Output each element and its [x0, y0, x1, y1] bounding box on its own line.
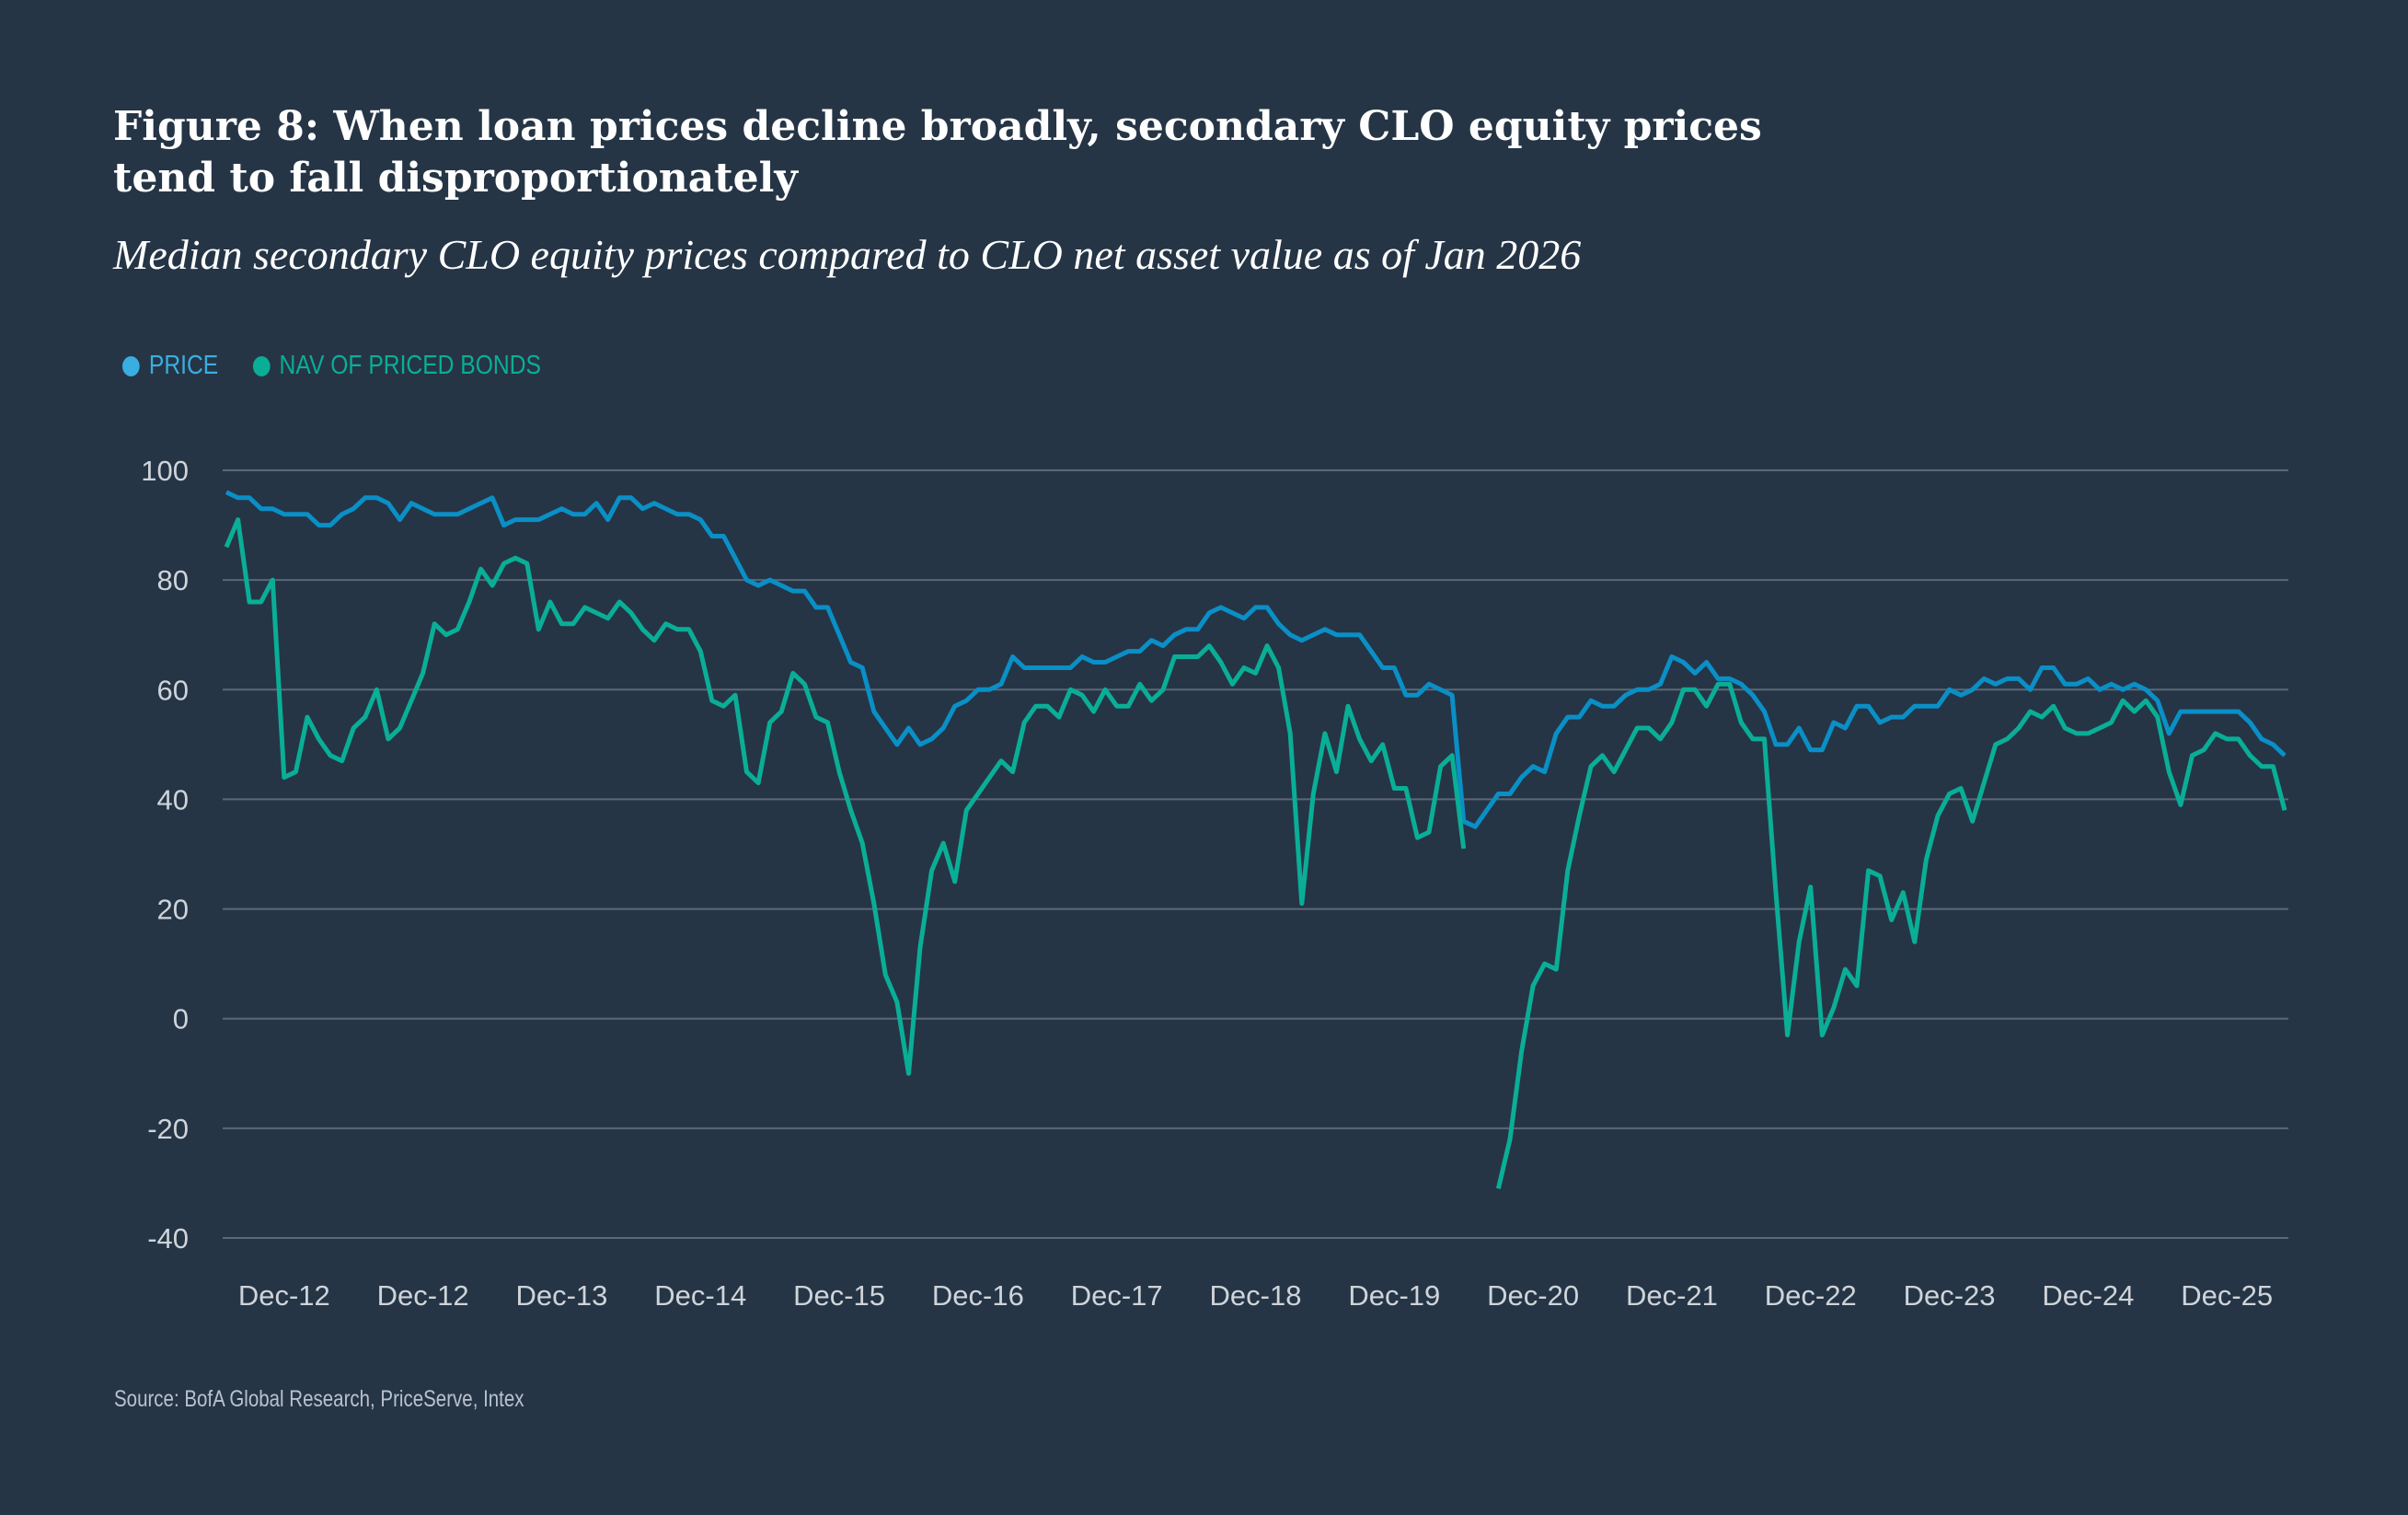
- x-axis-ticks: Dec-12 Dec-12 Dec-13 Dec-14 Dec-15 Dec-16 Dec-…: [238, 1279, 2273, 1312]
- y-axis-ticks: 100 80 60 40 20 0 -20 -40: [141, 455, 189, 1255]
- y-tick-label: 60: [157, 674, 189, 706]
- x-tick-label: Dec-19: [1348, 1279, 1440, 1312]
- x-tick-label: Dec-12: [377, 1279, 469, 1312]
- series-lines: [224, 490, 2287, 1189]
- source-note: Source: BofA Global Research, PriceServe…: [114, 1386, 524, 1412]
- x-tick-label: Dec-13: [515, 1279, 607, 1312]
- x-tick-label: Dec-17: [1071, 1279, 1163, 1312]
- chart-subtitle: Median secondary CLO equity prices compa…: [113, 231, 1582, 278]
- legend-item-nav: NAV OF PRICED BONDS: [252, 351, 541, 381]
- y-tick-label: 0: [173, 1003, 189, 1035]
- x-tick-label: Dec-18: [1210, 1279, 1302, 1312]
- legend-label-nav: NAV OF PRICED BONDS: [279, 351, 541, 380]
- x-tick-label: Dec-25: [2181, 1279, 2273, 1312]
- legend: PRICE NAV OF PRICED BONDS: [122, 351, 541, 381]
- x-tick-label: Dec-21: [1626, 1279, 1718, 1312]
- x-tick-label: Dec-22: [1765, 1279, 1857, 1312]
- x-tick-label: Dec-23: [1904, 1279, 1996, 1312]
- y-tick-label: -40: [147, 1222, 189, 1255]
- legend-item-price: PRICE: [122, 351, 218, 381]
- y-tick-label: 100: [141, 455, 189, 487]
- x-tick-label: Dec-14: [654, 1279, 746, 1312]
- y-tick-label: -20: [147, 1113, 189, 1145]
- nav-dot-icon: [252, 355, 271, 376]
- x-tick-label: Dec-12: [238, 1279, 330, 1312]
- x-tick-label: Dec-24: [2042, 1279, 2134, 1312]
- x-tick-label: Dec-16: [932, 1279, 1024, 1312]
- chart-title: Figure 8: When loan prices decline broad…: [113, 103, 1762, 202]
- x-tick-label: Dec-20: [1487, 1279, 1579, 1312]
- gridlines: [223, 469, 2288, 1239]
- legend-label-price: PRICE: [148, 351, 219, 380]
- nav-series-line: [224, 517, 2287, 1189]
- y-tick-label: 40: [157, 783, 189, 815]
- price-dot-icon: [122, 355, 140, 376]
- y-tick-label: 20: [157, 894, 189, 926]
- y-tick-label: 80: [157, 564, 189, 596]
- x-tick-label: Dec-15: [793, 1279, 885, 1312]
- price-series-line: [225, 490, 2287, 829]
